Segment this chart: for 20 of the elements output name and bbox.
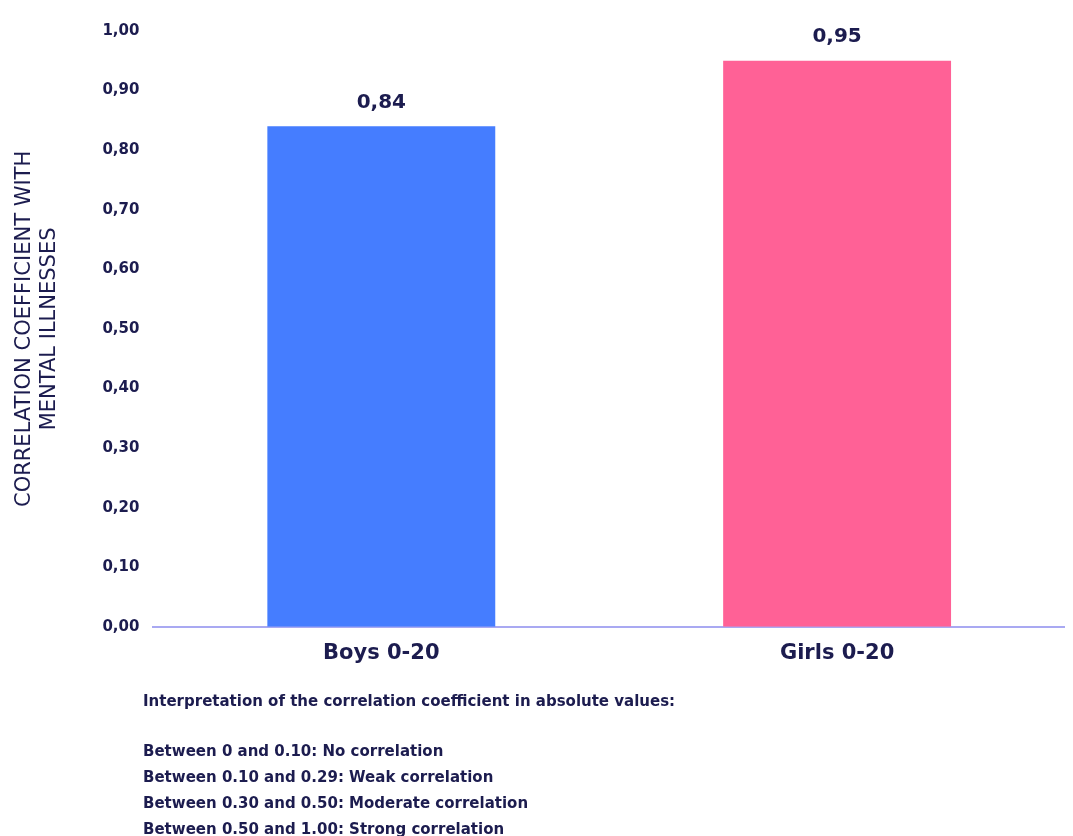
y-tick-label: 0,90 <box>102 80 140 99</box>
data-label: 0,95 <box>812 22 862 47</box>
text: Between 0.30 and 0.50: Moderate correlation <box>143 793 530 814</box>
x-tick-label: Girls 0-20 <box>779 639 895 664</box>
y-tick-label: 0,50 <box>102 318 140 337</box>
x-tick-label: Boys 0-20 <box>323 639 440 664</box>
y-tick-label: 0,20 <box>102 497 140 516</box>
y-tick-label: 0,00 <box>102 616 140 635</box>
y-tick-label: 0,40 <box>102 378 140 397</box>
y-tick-label: 0,30 <box>102 437 140 456</box>
y-tick-label: 1,00 <box>102 20 140 39</box>
y-tick-label: 0,10 <box>102 557 140 576</box>
data-label: 0,84 <box>356 88 406 113</box>
y-axis-title: CORRELATION COEFFICIENT WITH MENTAL ILLNESSES <box>11 150 61 508</box>
text: Interpretation of the correlation coefficient in absolute values: <box>143 691 677 712</box>
text: Between 0.10 and 0.29: Weak correlation <box>143 767 495 788</box>
y-tick-label: 0,60 <box>102 259 140 278</box>
y-tick-label: 0,80 <box>102 140 140 159</box>
y-tick-label: 0,70 <box>102 199 140 218</box>
text: Between 0 and 0.10: No correlation <box>143 741 445 762</box>
